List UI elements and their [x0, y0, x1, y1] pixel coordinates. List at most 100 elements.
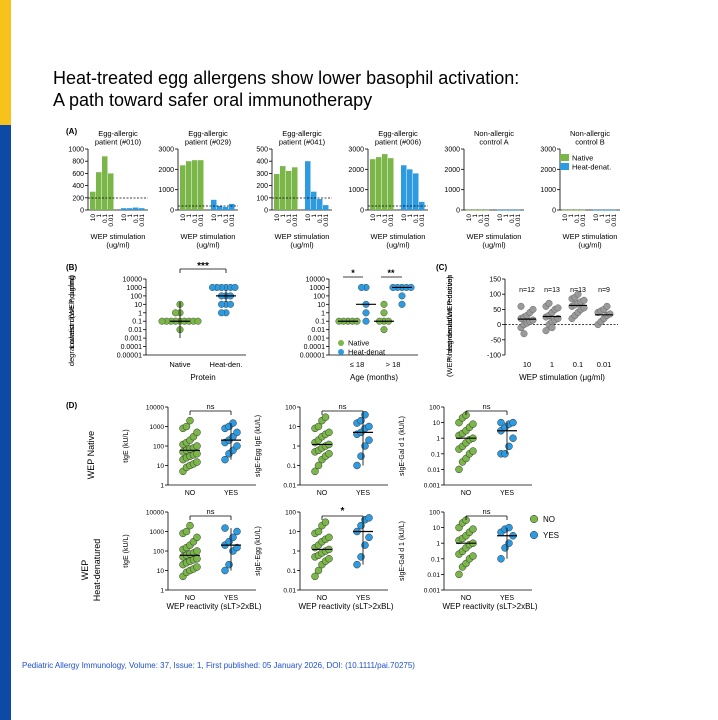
heat-bar — [407, 169, 413, 210]
x-tick-label: NO — [185, 595, 196, 602]
c-y-axis-title: % degranulation reduction — [445, 274, 454, 361]
y-tick-label: 10 — [433, 420, 441, 427]
x-tick-label: NO — [317, 595, 328, 602]
heat-bar — [121, 208, 127, 210]
native-dot — [380, 326, 388, 334]
native-bar — [562, 209, 568, 211]
sidebar-accent-yellow — [0, 0, 11, 125]
x-axis-title: (ug/ml) — [482, 241, 506, 250]
y-tick-label: 400 — [72, 183, 84, 190]
y-tick-label: 2000 — [348, 167, 364, 174]
no-dot — [182, 527, 191, 536]
subplot-title: Egg-allergic — [282, 129, 322, 138]
y-tick-label: 0 — [360, 208, 364, 215]
yes-dot — [229, 419, 237, 427]
x-axis-title: WEP reactivity (sLT>2xBL) — [298, 602, 393, 611]
x-tick-label: 0.01 — [323, 214, 330, 227]
y-axis-title: sIgE-Gal d 1 (kU/L) — [399, 416, 406, 476]
y-tick-label: 0 — [80, 208, 84, 215]
y-tick-label: 1 — [292, 549, 296, 556]
native-bar — [484, 209, 490, 211]
y-tick-label: 100 — [429, 405, 440, 412]
no-dot — [469, 447, 477, 455]
title-line-1: Heat-treated egg allergens show lower ba… — [53, 68, 520, 88]
n-label: n=9 — [598, 287, 610, 294]
y-tick-label: 0 — [497, 322, 501, 329]
yes-dot — [233, 442, 241, 450]
heat-dot — [208, 283, 216, 291]
x-tick-label: 0.01 — [198, 214, 205, 227]
no-dot — [314, 422, 323, 431]
native-bar — [292, 167, 298, 210]
y-tick-label: 1000 — [540, 187, 556, 194]
no-dot — [193, 428, 201, 437]
no-dot — [314, 527, 323, 536]
x-tick-label: 10 — [121, 214, 128, 222]
heat-dot — [362, 309, 370, 317]
x-tick-label: 1 — [186, 214, 193, 218]
y-tick-label: 50 — [493, 307, 501, 314]
heat-dot — [231, 283, 239, 291]
native-dot — [380, 300, 388, 308]
x-tick-label: YES — [500, 595, 514, 602]
x-tick-label: 10 — [523, 360, 531, 369]
y-tick-label: 3000 — [444, 147, 460, 154]
x-tick-label: > 18 — [386, 360, 401, 369]
y-tick-label: 100 — [256, 195, 268, 202]
y-tick-label: 3000 — [158, 147, 174, 154]
yes-dot — [365, 436, 373, 444]
x-tick-label: 0.1 — [223, 214, 230, 223]
x-tick-label: 0.1 — [509, 214, 516, 223]
legend-label-native: Native — [572, 154, 593, 163]
x-tick-label: 0.01 — [139, 214, 146, 227]
subplot-title: Non-allergic — [570, 129, 610, 138]
x-tick-label: 0.1 — [102, 214, 109, 223]
reduction-dot — [529, 316, 537, 324]
x-tick-label: 0.01 — [419, 214, 426, 227]
x-tick-label: 0.1 — [573, 360, 583, 369]
x-tick-label: 0.1 — [317, 214, 324, 223]
x-tick-label: NO — [461, 595, 472, 602]
row-label: WEP Native — [86, 431, 96, 479]
x-tick-label: NO — [461, 490, 472, 497]
yes-dot — [357, 416, 365, 425]
yes-dot — [225, 560, 233, 569]
heat-dot — [362, 317, 370, 325]
x-tick-label: 1 — [376, 214, 383, 218]
no-dot — [193, 533, 201, 542]
y-tick-label: 100 — [130, 293, 142, 300]
y-tick-label: 0.1 — [132, 319, 142, 326]
y-tick-label: 2000 — [158, 167, 174, 174]
reduction-dot — [580, 296, 588, 304]
x-tick-label: YES — [500, 490, 514, 497]
y-tick-label: 0.01 — [283, 483, 296, 490]
x-tick-label: 1 — [96, 214, 103, 218]
citation-text: Pediatric Allergy Immunology, Volume: 37… — [22, 661, 415, 670]
y-tick-label: 100 — [489, 292, 501, 299]
no-dot — [325, 555, 333, 563]
x-tick-label: 0.01 — [580, 214, 587, 227]
y-tick-label: 0 — [264, 208, 268, 215]
x-tick-label: 0.01 — [388, 214, 395, 227]
heat-bar — [311, 191, 317, 210]
legend-dot-yes — [529, 530, 539, 540]
subplot-title: patient (#029) — [185, 138, 232, 147]
reduction-dot — [542, 327, 550, 335]
x-tick-label: 0.01 — [515, 214, 522, 227]
x-axis-title: WEP reactivity (sLT>2xBL) — [442, 602, 537, 611]
significance-label: ns — [483, 507, 491, 516]
heat-bar — [223, 206, 229, 210]
heat-bar — [127, 208, 133, 210]
x-tick-label: 0.1 — [574, 214, 581, 223]
no-dot — [469, 552, 477, 560]
y-tick-label: 150 — [489, 277, 501, 284]
x-tick-label: 0.01 — [108, 214, 115, 227]
no-dot — [193, 563, 201, 571]
y-tick-label: 1 — [436, 436, 440, 443]
native-bar — [96, 172, 102, 210]
yes-dot — [357, 452, 365, 460]
y-tick-label: 1 — [160, 588, 164, 595]
y-tick-label: 0 — [456, 208, 460, 215]
y-tick-label: 100 — [153, 444, 164, 451]
